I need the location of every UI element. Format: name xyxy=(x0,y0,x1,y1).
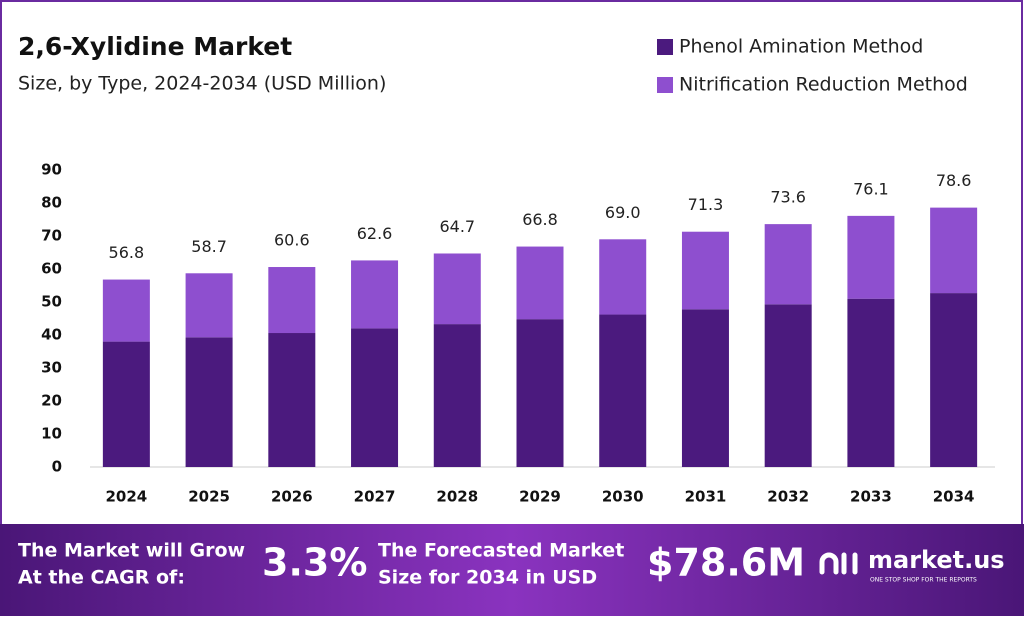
bar-segment xyxy=(102,279,150,342)
total-label: 56.8 xyxy=(109,243,145,262)
bar-segment xyxy=(433,324,481,467)
x-tick-label: 2033 xyxy=(850,488,892,506)
y-tick-label: 60 xyxy=(41,260,62,278)
banner-value: 3.3% xyxy=(262,541,367,585)
y-tick-label: 90 xyxy=(41,161,62,179)
bar-segment xyxy=(351,260,399,329)
bar-segment xyxy=(516,319,564,467)
logo-icon xyxy=(819,552,858,575)
logo-tagline: ONE STOP SHOP FOR THE REPORTS xyxy=(870,577,977,584)
x-tick-label: 2024 xyxy=(105,488,147,506)
bar-segment xyxy=(764,304,812,467)
banner-text: At the CAGR of: xyxy=(18,567,185,589)
legend-swatch xyxy=(657,39,673,55)
x-tick-label: 2026 xyxy=(271,488,313,506)
bar-segment xyxy=(102,341,150,467)
banner-text: The Forecasted Market xyxy=(378,540,624,562)
x-tick-label: 2028 xyxy=(436,488,478,506)
total-label: 66.8 xyxy=(522,210,558,229)
y-tick-label: 80 xyxy=(41,194,62,212)
bar-segment xyxy=(930,293,978,467)
x-tick-label: 2034 xyxy=(933,488,975,506)
bar-segment xyxy=(764,224,812,305)
x-tick-label: 2027 xyxy=(354,488,396,506)
total-label: 64.7 xyxy=(439,217,475,236)
legend-label: Phenol Amination Method xyxy=(679,36,923,58)
total-label: 78.6 xyxy=(936,171,972,190)
bar-segment xyxy=(847,215,895,299)
total-label: 60.6 xyxy=(274,231,310,250)
chart-title: 2,6-Xylidine Market xyxy=(18,32,292,61)
total-label: 58.7 xyxy=(191,237,227,256)
x-tick-label: 2025 xyxy=(188,488,230,506)
total-label: 76.1 xyxy=(853,179,889,198)
banner-text: Size for 2034 in USD xyxy=(378,567,597,589)
x-tick-label: 2029 xyxy=(519,488,561,506)
x-tick-label: 2031 xyxy=(685,488,727,506)
total-label: 62.6 xyxy=(357,224,393,243)
x-tick-label: 2030 xyxy=(602,488,644,506)
banner-text: The Market will Grow xyxy=(18,540,245,562)
bar-segment xyxy=(599,314,647,467)
bar-segment xyxy=(268,267,316,334)
bar-segment xyxy=(185,273,233,338)
bar-segment xyxy=(599,239,647,315)
total-label: 73.6 xyxy=(770,188,806,207)
total-label: 71.3 xyxy=(688,195,724,214)
logo-text: market.us xyxy=(868,546,1005,574)
y-tick-label: 40 xyxy=(41,326,62,344)
legend-label: Nitrification Reduction Method xyxy=(679,74,968,96)
y-tick-label: 10 xyxy=(41,425,62,443)
bar-segment xyxy=(681,309,729,467)
total-label: 69.0 xyxy=(605,203,641,222)
y-tick-label: 70 xyxy=(41,227,62,245)
bar-segment xyxy=(681,231,729,310)
y-tick-label: 50 xyxy=(41,293,62,311)
y-tick-label: 30 xyxy=(41,359,62,377)
y-tick-label: 0 xyxy=(52,458,62,476)
bar-segment xyxy=(847,298,895,467)
y-tick-label: 20 xyxy=(41,392,62,410)
bar-segment xyxy=(433,253,481,325)
bar-segment xyxy=(185,337,233,467)
x-tick-label: 2032 xyxy=(767,488,809,506)
bar-segment xyxy=(351,328,399,467)
banner-value: $78.6M xyxy=(647,541,805,585)
bar-segment xyxy=(516,246,564,320)
bar-segment xyxy=(268,333,316,467)
chart-subtitle: Size, by Type, 2024-2034 (USD Million) xyxy=(18,73,386,95)
legend-swatch xyxy=(657,77,673,93)
bar-segment xyxy=(930,207,978,294)
